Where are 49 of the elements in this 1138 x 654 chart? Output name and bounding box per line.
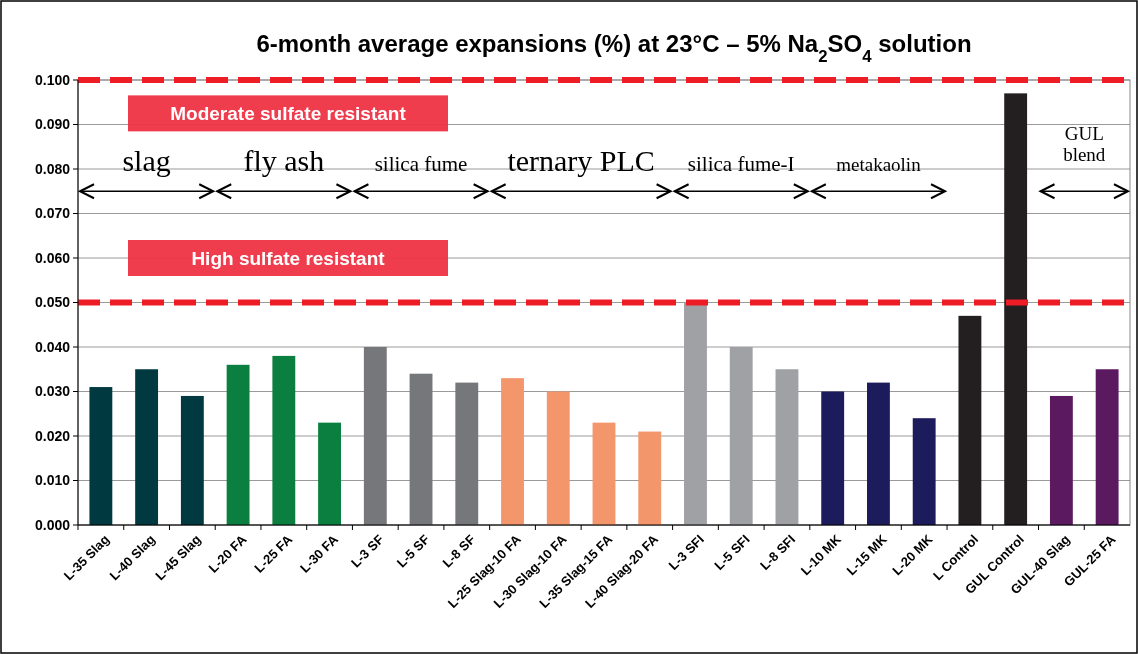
bar: [135, 369, 159, 525]
bar: [272, 355, 296, 525]
annotation: silica fume: [374, 152, 468, 177]
bar: [363, 347, 387, 525]
y-tick-label: 0.030: [34, 383, 71, 400]
bar: [1049, 395, 1073, 525]
x-tick-label: L-3 SFI: [665, 531, 707, 573]
annotation: ternary PLC: [507, 144, 655, 178]
bar: [592, 422, 616, 525]
y-tick-label: 0.090: [34, 116, 71, 133]
y-tick-label: 0.040: [34, 338, 71, 355]
x-tick-label: L-8 SFI: [757, 531, 799, 573]
x-tick-label: L-5 SF: [393, 531, 433, 571]
y-tick-label: 0.100: [34, 71, 71, 88]
y-tick-label: 0.060: [34, 249, 71, 266]
x-tick-label: L-5 SFI: [711, 531, 753, 573]
bar: [821, 391, 845, 525]
bar: [546, 391, 570, 525]
x-tick-label: L-8 SF: [439, 531, 479, 571]
bar: [89, 387, 113, 525]
y-tick-label: 0.050: [34, 294, 71, 311]
bar: [226, 364, 250, 525]
bar: [1095, 369, 1119, 525]
label-banner: High sulfate resistant: [128, 240, 448, 276]
y-tick-label: 0.070: [34, 205, 71, 222]
annotation: High sulfate resistant: [191, 247, 386, 269]
bar: [638, 431, 662, 525]
y-tick-label: 0.020: [34, 427, 71, 444]
bar: [1004, 93, 1028, 525]
annotation: silica fume-I: [687, 152, 795, 177]
bar: [318, 422, 341, 525]
annotation: Moderate sulfate resistant: [170, 103, 407, 125]
bar: [180, 395, 204, 525]
chart-title: 6-month average expansions (%) at 23°C – 5% Na$_{2}$SO$_{4}$ solution: [256, 30, 972, 66]
bar: [958, 315, 982, 525]
label-banner: Moderate sulfate resistant: [128, 95, 448, 132]
y-tick-label: 0.000: [34, 516, 71, 533]
bar: [912, 418, 936, 525]
annotation: GUL blend: [1063, 123, 1106, 165]
annotation: slag: [122, 144, 171, 178]
x-tick-label: L-3 SF: [347, 531, 387, 571]
annotation: fly ash: [243, 144, 325, 178]
y-tick-label: 0.080: [34, 160, 71, 177]
annotation: metakaolin: [836, 154, 922, 176]
bar: [409, 373, 433, 525]
bar: [501, 378, 524, 525]
y-tick-label: 0.010: [34, 472, 71, 489]
bar: [867, 382, 890, 525]
bar: [455, 382, 479, 525]
